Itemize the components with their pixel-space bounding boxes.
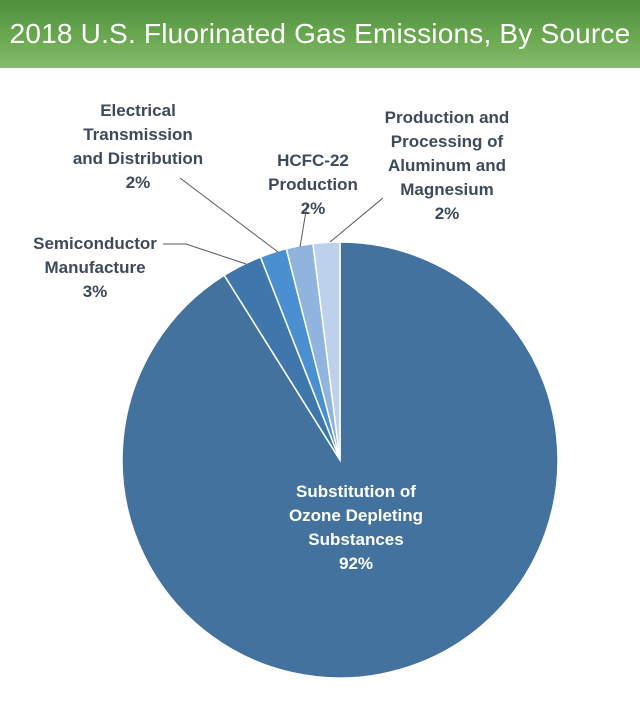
- chart-title: 2018 U.S. Fluorinated Gas Emissions, By …: [9, 18, 631, 49]
- pie-slice-4: [312, 241, 341, 461]
- leader-line-3: [299, 204, 308, 248]
- leader-line-1: [163, 243, 247, 265]
- slice-label-1: Semiconductor Manufacture 3%: [33, 234, 157, 301]
- leader-line-2: [179, 177, 279, 253]
- chart-header: 2018 U.S. Fluorinated Gas Emissions, By …: [0, 0, 640, 68]
- slice-label-0: Substitution of Ozone Depleting Substances…: [289, 482, 423, 573]
- slice-label-4: Production and Processing of Aluminum and M…: [385, 108, 510, 223]
- slice-label-2: Electrical Transmission and Distribution 2%: [73, 101, 203, 192]
- slice-label-3: HCFC-22 Production 2%: [268, 151, 358, 218]
- leader-line-4: [329, 197, 384, 243]
